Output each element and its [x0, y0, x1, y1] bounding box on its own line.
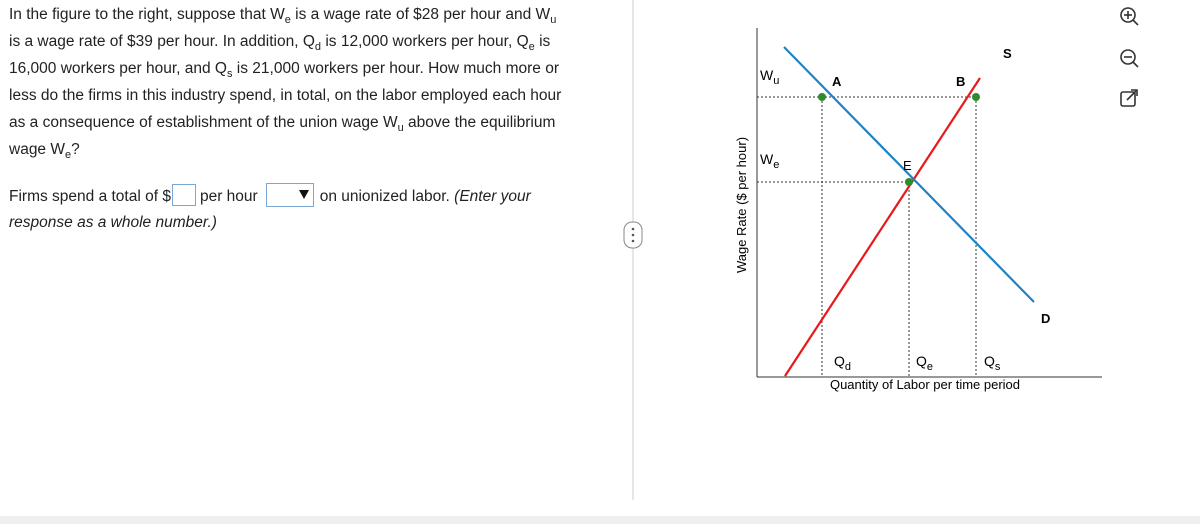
- subscript: s: [227, 68, 233, 80]
- hint: (Enter your response as a whole number.): [9, 188, 531, 231]
- label-sub: s: [995, 361, 1001, 373]
- x-axis-label: Quantity of Labor per time period: [830, 377, 1020, 392]
- figure-label: Qs: [984, 353, 1001, 373]
- figure-label: Qe: [916, 353, 933, 373]
- subscript: u: [397, 122, 404, 134]
- label-main: Q: [916, 353, 927, 369]
- subscript: e: [284, 14, 291, 26]
- subscript: u: [550, 14, 557, 26]
- question-line: is a wage rate of $39 per hour. In addit…: [9, 28, 609, 55]
- figure-label: E: [903, 158, 912, 173]
- zoom-in[interactable]: [1120, 7, 1139, 26]
- bottom-bar: [0, 516, 1200, 524]
- label-main: W: [760, 151, 774, 167]
- figure-label: A: [832, 74, 842, 89]
- answer-row: Firms spend a total of $ per hour on union…: [9, 183, 569, 236]
- question-text: is a wage rate of $28 per hour and W: [290, 6, 551, 23]
- figure-label: Qd: [834, 353, 851, 373]
- answer-text: Firms spend a total of $: [9, 188, 171, 205]
- question-line: wage We?: [9, 136, 609, 163]
- label-sub: e: [773, 159, 779, 171]
- question-line: In the figure to the right, suppose that…: [9, 1, 609, 28]
- figure-label: We: [760, 151, 779, 171]
- question-text: is 12,000 workers per hour, Q: [321, 33, 529, 50]
- figure-label: Wu: [760, 67, 779, 87]
- question-text: above the equilibrium: [403, 114, 556, 131]
- label-main: B: [956, 74, 965, 89]
- subscript: e: [528, 41, 535, 53]
- guides: [757, 96, 977, 377]
- label-sub: u: [773, 75, 779, 87]
- subscript: e: [65, 149, 72, 161]
- label-main: Q: [984, 353, 995, 369]
- question-text: less do the firms in this industry spend…: [9, 87, 562, 104]
- question-text: 16,000 workers per hour, and Q: [9, 60, 227, 77]
- figure-label: B: [956, 74, 965, 89]
- subscript: d: [314, 41, 322, 53]
- question-text: ?: [71, 141, 80, 158]
- question-text: is: [534, 33, 551, 50]
- demand-curve: [783, 46, 1035, 303]
- label-main: A: [832, 74, 842, 89]
- label-main: D: [1041, 311, 1050, 326]
- question-line: less do the firms in this industry spend…: [9, 82, 609, 109]
- supply-curve: [784, 77, 981, 377]
- figure-label: S: [1003, 46, 1012, 61]
- answer-text: on unionized labor.: [319, 188, 450, 205]
- label-main: S: [1003, 46, 1012, 61]
- label-main: E: [903, 158, 912, 173]
- label-sub: e: [927, 361, 933, 373]
- question-line: 16,000 workers per hour, and Qs is 21,00…: [9, 55, 609, 82]
- question-text: wage W: [9, 141, 65, 158]
- question-line: as a consequence of establishment of the…: [9, 109, 609, 136]
- label-sub: d: [845, 361, 851, 373]
- question-text: as a consequence of establishment of the…: [9, 114, 398, 131]
- open-external[interactable]: [1120, 89, 1138, 107]
- question: In the figure to the right, suppose that…: [9, 1, 609, 163]
- figure-label: D: [1041, 311, 1050, 326]
- question-text: is 21,000 workers per hour. How much mor…: [232, 60, 559, 77]
- zoom-out[interactable]: [1120, 49, 1139, 68]
- label-main: Q: [834, 353, 845, 369]
- answer-text: per hour: [199, 188, 258, 205]
- label-main: W: [760, 67, 774, 83]
- question-text: In the figure to the right, suppose that…: [9, 6, 285, 23]
- unit-dropdown[interactable]: [265, 183, 314, 207]
- question-text: is a wage rate of $39 per hour. In addit…: [9, 33, 315, 50]
- points: [818, 93, 980, 186]
- answer-input[interactable]: [171, 184, 196, 206]
- divider-handle[interactable]: [623, 221, 643, 249]
- y-axis-label: Wage Rate ($ per hour): [734, 137, 749, 273]
